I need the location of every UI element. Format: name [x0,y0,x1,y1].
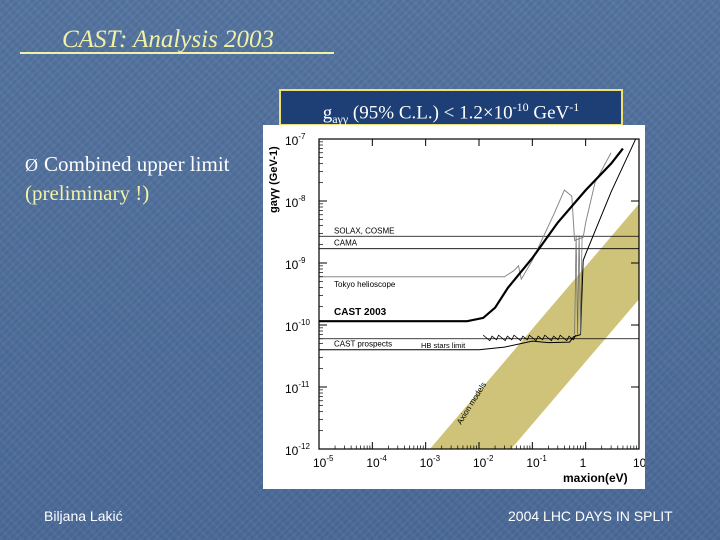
y-axis-label: gaγγ (GeV-1) [268,146,280,213]
bullet-text: Combined upper limit [44,152,230,176]
limit-text: (95% C.L.) < 1.2×10 [348,102,513,124]
y-tick-label-5: 10-12 [285,442,310,458]
x-tick-label-4: 10-1 [526,454,547,470]
series-tokyo-helioscope [319,152,612,281]
x-tick-exp-0: -5 [326,454,334,463]
y-tick-exp-1: -8 [298,194,306,203]
y-tick-exp-2: -9 [298,256,306,265]
x-tick-label-5: 1 [580,456,587,470]
x-tick-exp-4: -1 [540,454,548,463]
y-tick-exp-0: -7 [298,132,306,141]
x-tick-label-3: 10-2 [473,454,494,470]
bullet-point: Ø Combined upper limit (preliminary !) [25,150,265,207]
title-underline [20,52,334,54]
x-tick-exp-2: -3 [433,454,441,463]
limit-subscript: aγγ [332,112,349,127]
x-tick-exp-1: -4 [380,454,388,463]
x-tick-exp-3: -2 [486,454,494,463]
exclusion-plot-svg: 10-5 10-4 10-3 10-2 10-1 1 1010-710-810-910-10… [268,132,647,485]
x-tick-label-2: 10-3 [420,454,441,470]
x-tick-label-0: 10-5 [313,454,334,470]
label-tokyo-helioscope: Tokyo helioscope [334,280,396,289]
limit-unit-exponent: -1 [569,100,580,114]
axion-band [429,203,639,449]
limit-unit: GeV [528,102,570,124]
slide-title: CAST: Analysis 2003 [62,26,275,53]
limit-symbol: g [322,102,333,124]
label-cast-prospects: CAST prospects [334,340,392,349]
label-cast-2003: CAST 2003 [334,307,387,318]
label-solax-cosme: SOLAX, COSME [334,226,394,235]
y-tick-exp-4: -11 [298,380,310,389]
footer-author: Biljana Lakić [44,508,123,524]
y-tick-label-4: 10-11 [285,380,310,396]
x-tick-label-6: 10 [633,456,645,470]
x-axis-label: maxion(eV) [563,471,628,485]
label-cama: CAMA [334,239,358,248]
limit-exponent: -10 [512,100,529,114]
footer-event: 2004 LHC DAYS IN SPLIT [508,508,673,524]
limit-box: gaγγ (95% C.L.) < 1.2×10-10 GeV-1 [279,89,623,126]
x-tick-label-1: 10-4 [366,454,387,470]
y-tick-label-0: 10-7 [285,132,306,148]
series-cast-2003 [319,147,624,323]
y-tick-exp-3: -10 [298,318,310,327]
label-hb-stars: HB stars limit [421,341,466,350]
y-tick-label-2: 10-9 [285,256,306,272]
series-cast-prospects [319,139,637,351]
exclusion-plot: 10-5 10-4 10-3 10-2 10-1 1 10 10-7 10-8 10-9 10-10… [263,125,647,489]
cast-data-noise [482,334,576,342]
y-tick-label-1: 10-8 [285,194,306,210]
cast-data-spikes [574,235,583,335]
y-tick-label-3: 10-10 [285,318,310,334]
bullet-arrow-icon: Ø [25,155,38,175]
y-tick-exp-5: -12 [298,442,310,451]
bullet-highlight: (preliminary !) [25,181,150,205]
